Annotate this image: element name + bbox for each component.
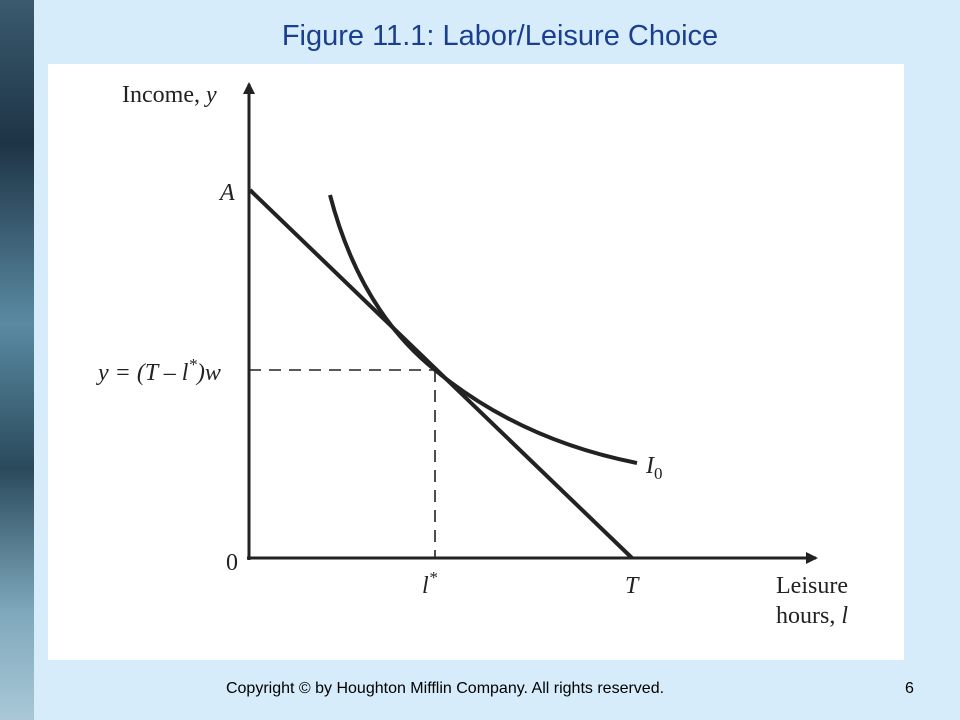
- label-part: y: [204, 82, 217, 108]
- side-decoration: [0, 0, 34, 720]
- label-part: 0: [654, 464, 663, 483]
- intercept-label: A: [218, 180, 235, 206]
- label-part: Income,: [122, 82, 206, 108]
- income-label: y = (T – l*)w: [96, 355, 221, 386]
- label-part: *: [429, 568, 438, 587]
- curve-label: I0: [645, 453, 663, 483]
- figure-panel: [48, 64, 904, 660]
- slide-title: Figure 11.1: Labor/Leisure Choice: [281, 20, 719, 52]
- label-part: I: [645, 453, 655, 479]
- label-part: y = (T – l: [96, 360, 189, 386]
- copyright: Copyright © by Houghton Mifflin Company.…: [225, 680, 665, 697]
- page-number: 6: [905, 680, 914, 697]
- label-part: hours,: [776, 603, 841, 629]
- label-part: l: [422, 573, 429, 599]
- y-axis-label: Income, y: [122, 82, 217, 108]
- endowment-label: T: [625, 573, 640, 599]
- label-part: )w: [195, 360, 221, 386]
- leisure-label: l*: [422, 568, 438, 599]
- label-part: *: [188, 355, 197, 374]
- x-axis-label: hours, l: [776, 603, 848, 629]
- x-axis-label: Leisure: [776, 573, 848, 599]
- origin-label: 0: [226, 550, 238, 576]
- label-part: l: [841, 603, 848, 629]
- indifference-curve: [328, 194, 638, 465]
